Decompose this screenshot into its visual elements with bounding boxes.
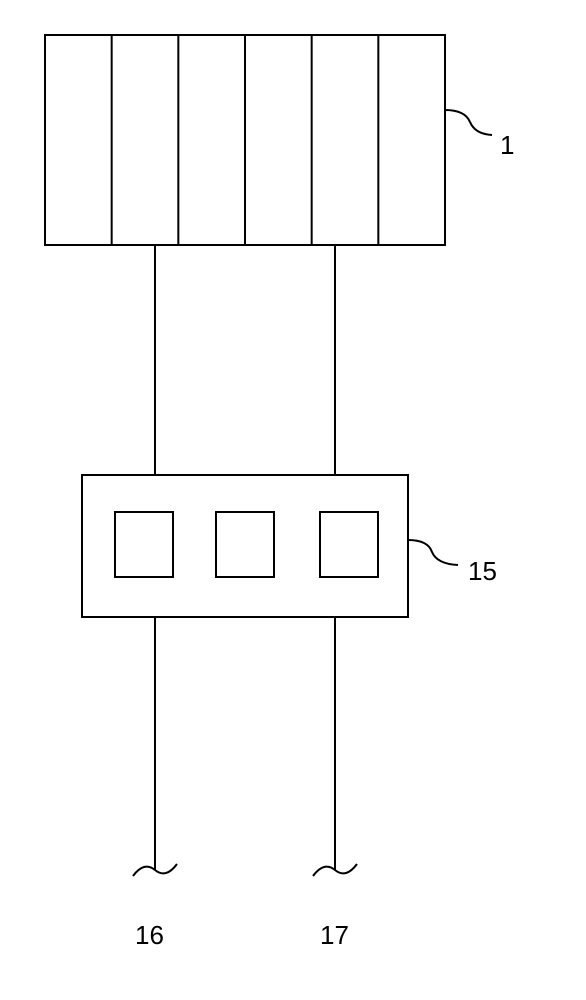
label-15: 15 xyxy=(468,556,497,587)
label-16: 16 xyxy=(135,920,164,951)
diagram-svg xyxy=(0,0,586,1000)
label-17: 17 xyxy=(320,920,349,951)
diagram-root: 1 15 16 17 xyxy=(0,0,586,1000)
label-1: 1 xyxy=(500,130,514,161)
